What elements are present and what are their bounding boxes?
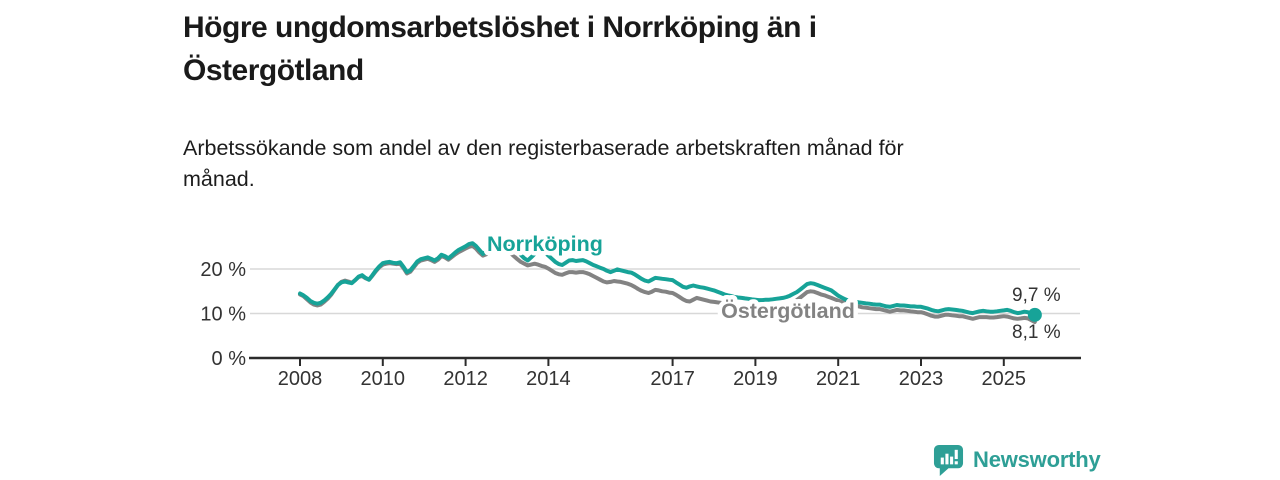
chart-annotations: 9,7 % 8,1 %: [1012, 285, 1061, 343]
newsworthy-chart-bubble-icon: [933, 444, 964, 476]
x-tick-label-2008: 2008: [278, 368, 323, 390]
ostergotland-line: [298, 243, 1037, 324]
norrkoping-line: [298, 241, 1037, 317]
chart-series: Norrköping Östergötland: [298, 228, 1037, 328]
y-tick-label-10: 10 %: [200, 304, 246, 326]
logo-bar-2: [945, 453, 949, 465]
logo-bar-3: [950, 456, 954, 465]
ostergotland-end-value-label: 8,1 %: [1012, 322, 1061, 343]
logo-bar-1: [940, 457, 944, 465]
logo-exclamation-stem: [954, 449, 958, 460]
newsworthy-logo: Newsworthy: [933, 444, 1101, 476]
x-tick-label-2023: 2023: [899, 368, 944, 390]
x-tick-label-2012: 2012: [443, 368, 488, 390]
x-tick-label-2021: 2021: [816, 368, 861, 390]
x-tick-label-2010: 2010: [361, 368, 406, 390]
logo-exclamation-dot: [954, 461, 958, 465]
chart-subtitle-line1: Arbetssökande som andel av den registerb…: [183, 136, 904, 160]
norrkoping-end-value-label: 9,7 %: [1012, 285, 1061, 306]
x-tick-label-2025: 2025: [982, 368, 1027, 390]
chart-subtitle: Arbetssökande som andel av den registerb…: [183, 133, 904, 195]
chart-gridlines: 0 % 10 % 20 %: [200, 259, 1080, 370]
norrkoping-end-dot: [1027, 307, 1042, 322]
ostergotland-series-label: Östergötland: [721, 298, 855, 323]
page-title: Högre ungdomsarbetslöshet i Norrköping ä…: [183, 6, 817, 92]
chart-axes: 2008 2010 2012 2014 2017 2019 2021 2023 2025: [249, 356, 1081, 390]
page-title-line2: Östergötland: [183, 54, 364, 87]
y-tick-label-0: 0 %: [212, 348, 247, 370]
page-title-line1: Högre ungdomsarbetslöshet i Norrköping ä…: [183, 11, 817, 44]
newsworthy-wordmark: Newsworthy: [973, 447, 1101, 472]
chart-subtitle-line2: månad.: [183, 167, 255, 191]
x-tick-label-2019: 2019: [733, 368, 778, 390]
y-tick-label-20: 20 %: [200, 259, 246, 281]
x-tick-label-2017: 2017: [650, 368, 695, 390]
x-tick-label-2014: 2014: [526, 368, 571, 390]
norrkoping-series-label: Norrköping: [487, 232, 603, 256]
